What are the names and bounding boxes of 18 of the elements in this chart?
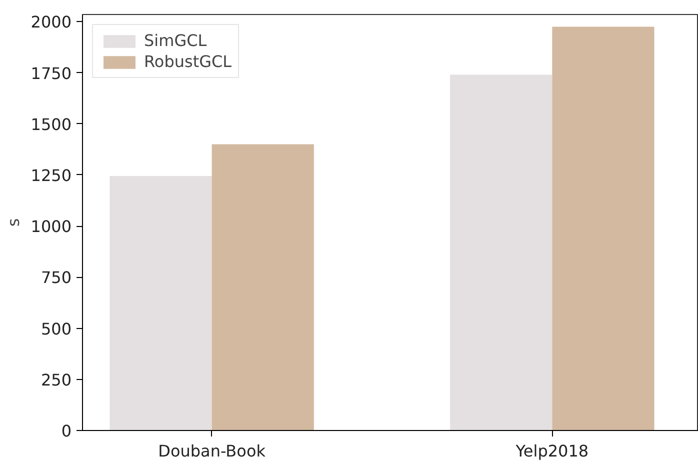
- y-axis-title: s: [4, 218, 23, 227]
- y-tick-label: 500: [40, 319, 72, 338]
- y-tick-label: 750: [40, 268, 72, 288]
- y-tick-label: 1750: [30, 64, 72, 83]
- y-tick-label: 1500: [30, 114, 72, 134]
- bar: [450, 74, 552, 430]
- legend-label: SimGCL: [144, 31, 207, 50]
- y-tick-label: 250: [40, 370, 72, 390]
- bar: [110, 176, 212, 430]
- bar: [552, 26, 654, 430]
- y-tick-label: 1250: [30, 166, 72, 185]
- y-tick-label: 2000: [30, 12, 72, 32]
- x-tick-label: Douban-Book: [158, 442, 266, 460]
- y-tick-label: 0: [61, 422, 72, 440]
- x-tick-label: Yelp2018: [514, 442, 589, 460]
- legend-label: RobustGCL: [144, 52, 232, 71]
- bar: [212, 144, 314, 430]
- y-tick-label: 1000: [30, 217, 72, 236]
